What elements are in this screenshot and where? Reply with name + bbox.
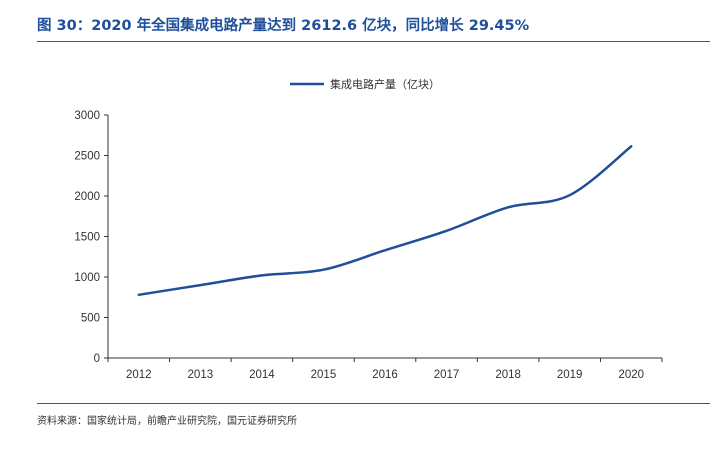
data-point: [506, 205, 510, 209]
data-point: [198, 283, 202, 287]
legend-label: 集成电路产量（亿块）: [330, 77, 440, 91]
data-point: [445, 229, 449, 233]
x-tick-label: 2012: [126, 369, 152, 381]
x-tick-label: 2018: [495, 369, 521, 381]
series-line: [137, 145, 633, 297]
data-point: [629, 144, 633, 148]
x-tick-label: 2014: [249, 369, 275, 381]
y-tick-label: 2000: [74, 191, 100, 203]
data-point: [260, 273, 264, 277]
x-axis: 2012 2013 2014 2015 2016 2017 2018 2019 2020: [107, 357, 663, 381]
y-axis: 0 500 1000 1500 2000 2500 3000: [74, 110, 109, 365]
figure-source: 资料来源：国家统计局，前瞻产业研究院，国元证券研究所: [37, 416, 297, 427]
y-tick-label: 500: [81, 313, 100, 325]
data-point: [321, 268, 325, 272]
data-point: [383, 248, 387, 252]
figure-title: 图 30：2020 年全国集成电路产量达到 2612.6 亿块，同比增长 29.…: [37, 18, 530, 34]
x-tick-label: 2015: [311, 369, 337, 381]
title-rule: [37, 41, 710, 42]
x-tick-label: 2019: [557, 369, 583, 381]
y-tick-label: 1500: [74, 232, 100, 244]
source-rule: [37, 403, 710, 404]
x-tick-label: 2016: [372, 369, 398, 381]
y-tick-label: 3000: [74, 110, 100, 122]
data-point: [137, 293, 141, 297]
x-tick-label: 2017: [434, 369, 460, 381]
legend: 集成电路产量（亿块）: [290, 77, 440, 91]
line-chart: 集成电路产量（亿块） 0 500 1000 1500 2000 2500 3000 2012…: [74, 77, 663, 381]
x-tick-label: 2013: [188, 369, 214, 381]
plot-area: [137, 144, 633, 297]
y-tick-label: 2500: [74, 151, 100, 163]
x-tick-label: 2020: [618, 369, 644, 381]
y-tick-label: 1000: [74, 272, 100, 284]
y-tick-label: 0: [94, 353, 100, 365]
data-point: [568, 193, 572, 197]
